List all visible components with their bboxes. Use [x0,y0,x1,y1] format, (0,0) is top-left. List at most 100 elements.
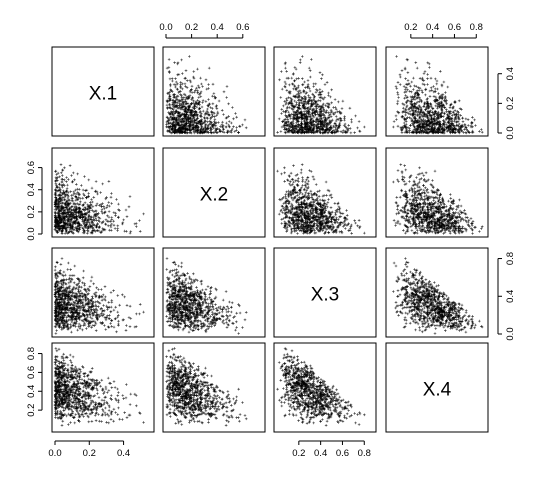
point [167,58,171,61]
point [179,103,182,107]
point [334,119,338,123]
point [225,116,229,119]
point [212,111,216,115]
point [333,98,337,101]
point [177,73,181,76]
panel-2-3 [273,147,377,238]
point [176,115,180,119]
point [190,102,193,105]
point [169,84,172,88]
point [195,129,199,133]
point [288,83,291,87]
point [179,86,183,90]
point [285,101,288,105]
point [198,128,202,132]
point [327,91,330,95]
point [209,106,212,109]
point [193,103,197,107]
point [213,95,216,98]
point [215,131,218,134]
point [320,77,323,80]
point [278,78,281,82]
point [188,90,192,94]
point [168,95,172,98]
point [307,66,311,70]
point [241,123,244,127]
panel-2-2: X.2 [162,147,266,238]
point [200,125,203,128]
point [188,79,192,82]
point [169,112,173,116]
panel-1-1: X.1 [51,46,155,137]
point [174,85,177,89]
point [211,94,214,98]
point [341,129,345,132]
point [230,130,233,134]
point [235,126,238,129]
point [312,127,315,131]
point [358,129,361,133]
point [350,120,353,124]
point [213,96,217,100]
point [171,79,174,83]
point [180,95,184,99]
point [213,118,217,121]
point [348,106,352,110]
point [324,120,327,123]
point [284,102,288,106]
point [189,124,192,127]
point [167,111,170,114]
point [197,96,201,99]
point [189,103,193,107]
panel-1-4 [385,46,489,137]
point [196,126,199,130]
point [206,120,209,124]
point [192,75,195,79]
point [332,112,335,115]
point [180,58,183,62]
point [227,123,230,127]
point [166,116,169,119]
point [165,123,168,126]
point [329,115,333,118]
point [343,122,347,126]
point [176,121,180,124]
point [190,109,193,112]
point [180,106,183,109]
point [201,85,204,88]
point [218,130,222,133]
point [174,80,178,84]
point [181,87,184,91]
point [318,99,322,103]
point [207,98,210,101]
point [214,128,218,131]
point [174,118,178,122]
point [206,107,209,111]
point [325,102,329,105]
point [180,94,183,97]
point [209,126,212,130]
point [178,127,181,130]
point [177,90,181,93]
point [237,131,240,134]
point [218,128,221,131]
point [234,112,237,115]
point [183,100,187,103]
point [193,121,196,124]
point [196,131,200,135]
point [174,121,178,124]
point [173,100,177,103]
point [225,96,228,99]
point [232,125,235,128]
point [190,84,194,88]
point [231,106,234,109]
point [209,117,212,121]
point [173,130,176,134]
point [181,72,184,75]
point [175,104,179,107]
point [187,113,191,117]
point [194,114,198,117]
point [187,97,191,100]
point [332,125,336,129]
point [339,117,343,120]
